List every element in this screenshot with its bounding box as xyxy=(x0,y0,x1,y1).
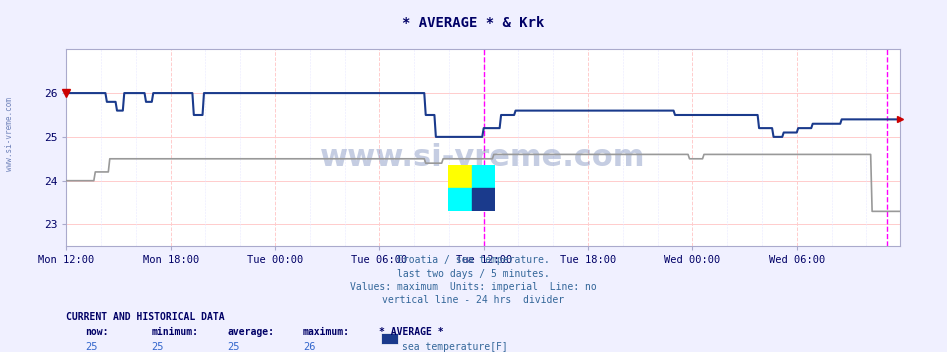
Text: minimum:: minimum: xyxy=(152,327,199,337)
Bar xyxy=(448,188,472,211)
Bar xyxy=(472,188,495,211)
Text: CURRENT AND HISTORICAL DATA: CURRENT AND HISTORICAL DATA xyxy=(66,312,225,321)
Text: vertical line - 24 hrs  divider: vertical line - 24 hrs divider xyxy=(383,295,564,305)
Bar xyxy=(448,165,472,188)
Text: Values: maximum  Units: imperial  Line: no: Values: maximum Units: imperial Line: no xyxy=(350,282,597,292)
Text: * AVERAGE * & Krk: * AVERAGE * & Krk xyxy=(402,16,545,30)
Text: last two days / 5 minutes.: last two days / 5 minutes. xyxy=(397,269,550,278)
Bar xyxy=(381,333,398,344)
Text: average:: average: xyxy=(227,327,275,337)
Text: www.si-vreme.com: www.si-vreme.com xyxy=(5,97,14,171)
Text: Croatia / sea temperature.: Croatia / sea temperature. xyxy=(397,255,550,265)
Text: sea temperature[F]: sea temperature[F] xyxy=(402,342,509,352)
Text: 25: 25 xyxy=(227,342,240,352)
Text: 26: 26 xyxy=(303,342,315,352)
Text: maximum:: maximum: xyxy=(303,327,350,337)
Text: * AVERAGE *: * AVERAGE * xyxy=(379,327,443,337)
Text: www.si-vreme.com: www.si-vreme.com xyxy=(320,143,646,172)
Bar xyxy=(472,165,495,188)
Text: 25: 25 xyxy=(152,342,164,352)
Text: now:: now: xyxy=(85,327,109,337)
Text: 25: 25 xyxy=(85,342,98,352)
